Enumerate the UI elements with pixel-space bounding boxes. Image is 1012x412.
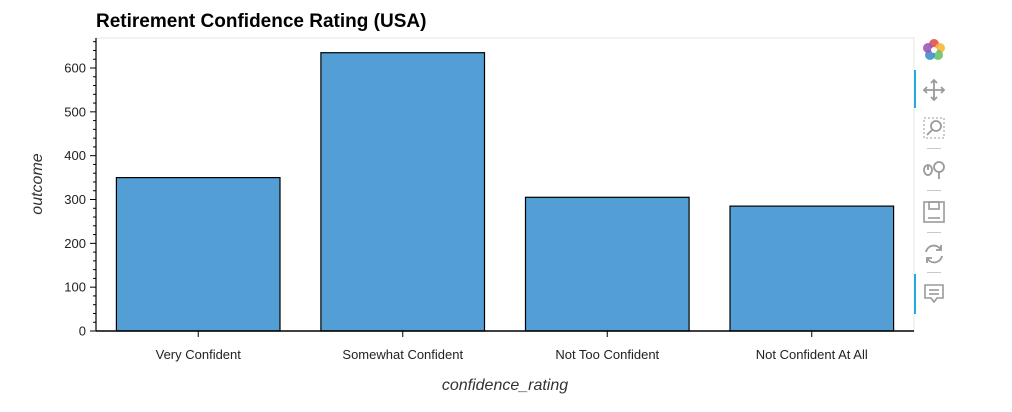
y-tick-label: 600 — [64, 61, 86, 76]
x-axis-label: confidence_rating — [442, 377, 568, 394]
bar-not-confident-at-all — [729, 205, 895, 332]
y-axis-label: outcome — [29, 153, 46, 214]
toolbar-separator — [927, 148, 941, 149]
y-tick-label: 100 — [64, 280, 86, 295]
chart-title: Retirement Confidence Rating (USA) — [96, 11, 426, 32]
x-tick-label: Not Too Confident — [555, 347, 659, 362]
bar-not-too-confident — [524, 196, 690, 332]
wheel-zoom-icon[interactable] — [920, 156, 948, 184]
toolbar-separator — [927, 232, 941, 233]
hover-icon[interactable] — [920, 280, 948, 308]
y-tick-label: 0 — [79, 324, 86, 339]
toolbar-separator — [927, 190, 941, 191]
chart-toolbar — [914, 36, 954, 316]
reset-icon[interactable] — [920, 240, 948, 268]
pan-active-indicator — [914, 70, 916, 108]
y-tick-label: 200 — [64, 236, 86, 251]
x-tick-label: Somewhat Confident — [342, 347, 463, 362]
y-tick-label: 400 — [64, 148, 86, 163]
bar-somewhat-confident — [320, 52, 486, 332]
toolbar-separator — [927, 272, 941, 273]
bokeh-logo-icon[interactable] — [920, 36, 948, 64]
save-icon[interactable] — [920, 198, 948, 226]
hover-active-indicator — [914, 274, 916, 314]
x-tick-label: Not Confident At All — [756, 347, 868, 362]
bar-very-confident — [115, 177, 281, 332]
y-tick-label: 300 — [64, 192, 86, 207]
x-tick-label: Very Confident — [156, 347, 242, 362]
pan-icon[interactable] — [920, 76, 948, 104]
box-zoom-icon[interactable] — [920, 114, 948, 142]
y-tick-label: 500 — [64, 104, 86, 119]
